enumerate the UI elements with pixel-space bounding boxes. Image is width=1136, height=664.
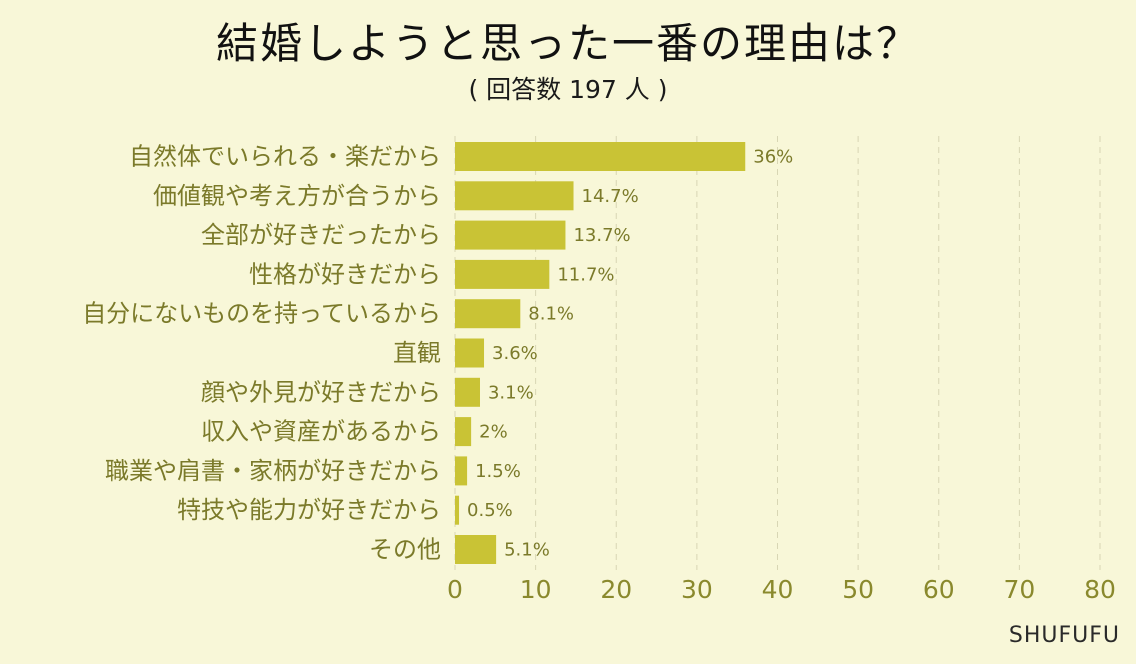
bar: [455, 338, 485, 368]
category-label: 価値観や考え方が合うから: [153, 182, 441, 210]
bar: [455, 299, 521, 329]
x-tick-label: 50: [842, 575, 874, 604]
category-label: 収入や資産があるから: [201, 418, 441, 446]
chart-title: 結婚しようと思った一番の理由は？: [215, 19, 920, 68]
value-label: 1.5%: [475, 461, 521, 482]
category-labels: 自然体でいられる・楽だから価値観や考え方が合うから全部が好きだったから性格が好き…: [82, 143, 441, 564]
category-label: 直観: [393, 339, 441, 367]
bar: [455, 142, 746, 171]
x-tick-label: 60: [923, 575, 955, 604]
value-label: 2%: [479, 422, 508, 443]
value-label: 3.1%: [488, 382, 534, 403]
value-label: 13.7%: [573, 225, 630, 246]
x-tick-label: 70: [1003, 575, 1035, 604]
bar: [455, 417, 472, 447]
x-tick-label: 20: [600, 575, 632, 604]
x-tick-label: 40: [762, 575, 794, 604]
bar: [455, 181, 574, 211]
category-label: その他: [369, 536, 441, 564]
category-label: 性格が好きだから: [249, 260, 441, 288]
value-labels: 36% 14.7% 13.7% 11.7% 8.1% 3.6% 3.1% 2% 1.5% 0.5%…: [467, 147, 793, 561]
value-label: 5.1%: [504, 540, 550, 561]
bar: [455, 377, 480, 407]
bar: [455, 456, 468, 486]
category-label: 自然体でいられる・楽だから: [129, 143, 441, 171]
value-label: 8.1%: [528, 304, 574, 325]
x-tick-label: 0: [447, 575, 463, 604]
chart-subtitle: ( 回答数 197 人 ): [468, 75, 668, 104]
category-label: 職業や肩書・家柄が好きだから: [105, 457, 441, 485]
value-label: 11.7%: [557, 264, 614, 285]
bar: [455, 535, 497, 564]
value-label: 0.5%: [467, 500, 513, 521]
value-label: 14.7%: [582, 186, 639, 207]
category-label: 全部が好きだったから: [201, 221, 441, 249]
x-tick-label: 10: [520, 575, 552, 604]
value-label: 36%: [753, 147, 793, 168]
category-label: 自分にないものを持っているから: [82, 300, 441, 328]
brand-logo-text: SHUFUFU: [1008, 623, 1120, 648]
x-tick-label: 30: [681, 575, 713, 604]
x-axis-ticks: 0 10 20 30 40 50 60 70 80: [447, 575, 1116, 604]
bars: [455, 142, 746, 564]
category-label: 特技や能力が好きだから: [177, 496, 441, 524]
value-label: 3.6%: [492, 343, 538, 364]
bar: [455, 495, 460, 525]
bar: [455, 220, 566, 250]
x-tick-label: 80: [1084, 575, 1116, 604]
category-label: 顔や外見が好きだから: [201, 378, 441, 406]
bar: [455, 259, 550, 289]
